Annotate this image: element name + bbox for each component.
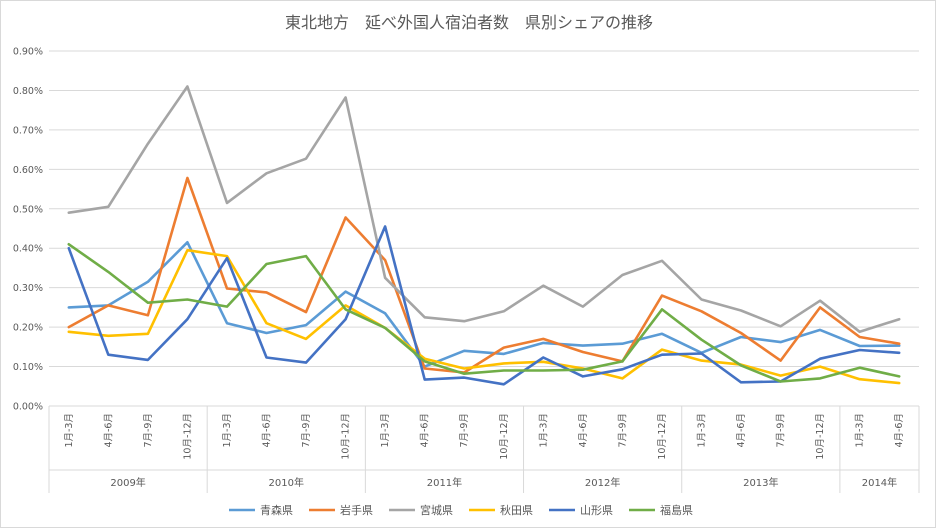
- x-tick-label: 4月-6月: [420, 413, 431, 448]
- y-tick-label: 0.80%: [13, 86, 43, 97]
- year-label: 2014年: [862, 476, 897, 489]
- series-line: [67, 243, 901, 383]
- x-tick-label: 7月-9月: [776, 413, 787, 448]
- series-line: [67, 225, 901, 386]
- y-tick-label: 0.70%: [13, 125, 43, 136]
- series-line: [67, 241, 901, 368]
- x-tick-label: 10月-12月: [341, 413, 352, 460]
- x-tick-label: 7月-9月: [301, 413, 312, 448]
- x-tick-label: 10月-12月: [657, 413, 668, 460]
- legend-label: 秋田県: [500, 503, 533, 517]
- year-label: 2011年: [427, 476, 462, 489]
- x-tick-label: 4月-6月: [103, 413, 114, 448]
- y-tick-label: 0.90%: [13, 47, 43, 58]
- x-tick-label: 1月-3月: [380, 413, 391, 448]
- y-tick-label: 0.30%: [13, 283, 43, 294]
- year-label: 2012年: [585, 476, 620, 489]
- x-tick-label: 4月-6月: [262, 413, 273, 448]
- year-label: 2013年: [743, 476, 778, 489]
- y-tick-label: 0.60%: [13, 165, 43, 176]
- series-line: [67, 248, 901, 385]
- series-line: [67, 176, 901, 374]
- x-tick-label: 1月-3月: [222, 413, 233, 448]
- x-tick-label: 1月-3月: [64, 413, 75, 448]
- x-axis: 1月-3月 4月-6月 7月-9月 10月-12月 1月-3月 4月-6月 7月-9月 10月…: [48, 405, 920, 493]
- year-label: 2010年: [269, 476, 304, 489]
- x-tick-label: 4月-6月: [894, 413, 905, 448]
- year-label: 2009年: [110, 476, 145, 489]
- y-axis: 0.00% 0.10% 0.20% 0.30% 0.40% 0.50% 0.60% 0.70%…: [13, 47, 43, 413]
- legend-label: 岩手県: [340, 503, 373, 517]
- x-tick-label: 4月-6月: [736, 413, 747, 448]
- x-tick-label: 10月-12月: [499, 413, 510, 460]
- y-tick-label: 0.10%: [13, 362, 43, 373]
- legend-label: 福島県: [660, 503, 693, 517]
- x-tick-label: 1月-3月: [538, 413, 549, 448]
- x-tick-label: 7月-9月: [143, 413, 154, 448]
- y-tick-label: 0.50%: [13, 204, 43, 215]
- x-tick-label: 4月-6月: [578, 413, 589, 448]
- legend-label: 青森県: [260, 503, 293, 517]
- y-tick-label: 0.00%: [13, 402, 43, 413]
- chart-title: 東北地方 延べ外国人宿泊者数 県別シェアの推移: [285, 13, 653, 32]
- x-tick-label: 7月-9月: [617, 413, 628, 448]
- legend-label: 宮城県: [420, 503, 453, 517]
- series-line: [67, 85, 901, 334]
- x-tick-label: 1月-3月: [697, 413, 708, 448]
- y-tick-label: 0.20%: [13, 323, 43, 334]
- gridlines: [49, 50, 919, 368]
- y-tick-label: 0.40%: [13, 244, 43, 255]
- legend-label: 山形県: [580, 504, 613, 517]
- x-tick-label: 7月-9月: [459, 413, 470, 448]
- x-tick-label: 1月-3月: [855, 413, 866, 448]
- legend: 青森県 岩手県 宮城県 秋田県 山形県 福島県: [229, 503, 693, 517]
- x-tick-label: 10月-12月: [815, 413, 826, 460]
- series-lines: [67, 85, 901, 386]
- x-tick-label: 10月-12月: [182, 413, 193, 460]
